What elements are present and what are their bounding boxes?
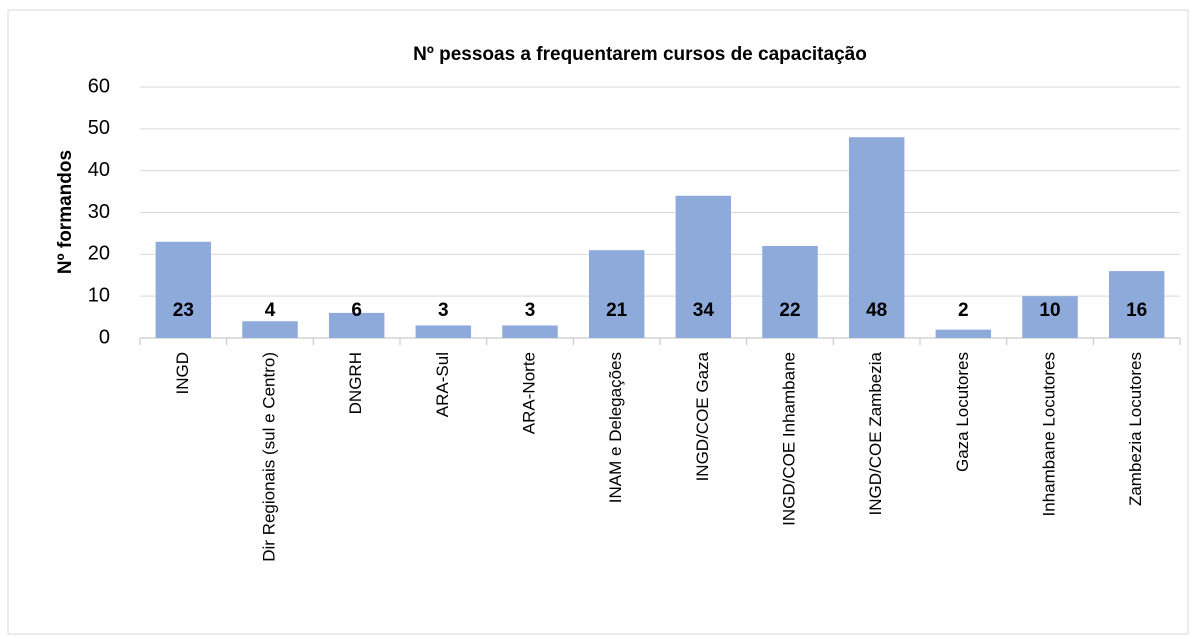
- bar: [415, 325, 472, 338]
- y-tick-label: 60: [88, 75, 110, 97]
- data-label: 34: [693, 300, 715, 321]
- data-label: 48: [866, 300, 887, 321]
- x-tick-label: INGD/COE Zambezia: [866, 351, 885, 515]
- y-axis-label: Nº formandos: [55, 150, 76, 274]
- bar: [328, 312, 385, 338]
- data-label: 2: [958, 300, 969, 321]
- y-tick-label: 0: [99, 326, 110, 348]
- y-tick-label: 10: [88, 284, 110, 306]
- bar: [935, 329, 992, 338]
- bar: [1108, 271, 1165, 338]
- data-label: 3: [525, 300, 536, 321]
- bar: [848, 137, 905, 338]
- x-tick-label: Gaza Locutores: [953, 352, 972, 472]
- x-tick-label: Zambezia Locutores: [1126, 352, 1145, 506]
- bar: [502, 325, 558, 338]
- bar: [155, 241, 212, 338]
- x-tick-label: DNGRH: [346, 352, 365, 414]
- x-tick-label: ARA-Norte: [519, 352, 538, 434]
- data-label: 22: [779, 300, 800, 321]
- bar: [588, 250, 645, 338]
- bar: [1022, 296, 1078, 338]
- y-tick-label: 20: [88, 243, 110, 265]
- y-tick-label: 40: [88, 159, 110, 181]
- x-tick-label: INGD/COE Gaza: [693, 351, 712, 481]
- x-tick-label: ARA-Sul: [433, 352, 452, 417]
- bar: [762, 245, 818, 338]
- x-tick-label: INAM e Delegações: [606, 352, 625, 503]
- chart-title: Nº pessoas a frequentarem cursos de capa…: [413, 44, 867, 65]
- bar: [242, 321, 298, 338]
- data-label: 6: [351, 300, 362, 321]
- x-tick-label: INGD: [173, 352, 192, 395]
- data-label: 4: [265, 300, 276, 321]
- data-label: 23: [173, 300, 194, 321]
- bar: [675, 195, 732, 338]
- y-tick-label: 30: [88, 201, 110, 223]
- y-tick-label: 50: [88, 117, 110, 139]
- data-label: 10: [1039, 300, 1060, 321]
- x-tick-label: INGD/COE Inhambane: [779, 352, 798, 526]
- x-tick-label: Dir Regionais (sul e Centro): [259, 352, 278, 562]
- data-label: 21: [606, 300, 628, 321]
- data-label: 16: [1126, 300, 1147, 321]
- x-tick-label: Inhambane Locutores: [1039, 352, 1058, 516]
- data-label: 3: [438, 300, 449, 321]
